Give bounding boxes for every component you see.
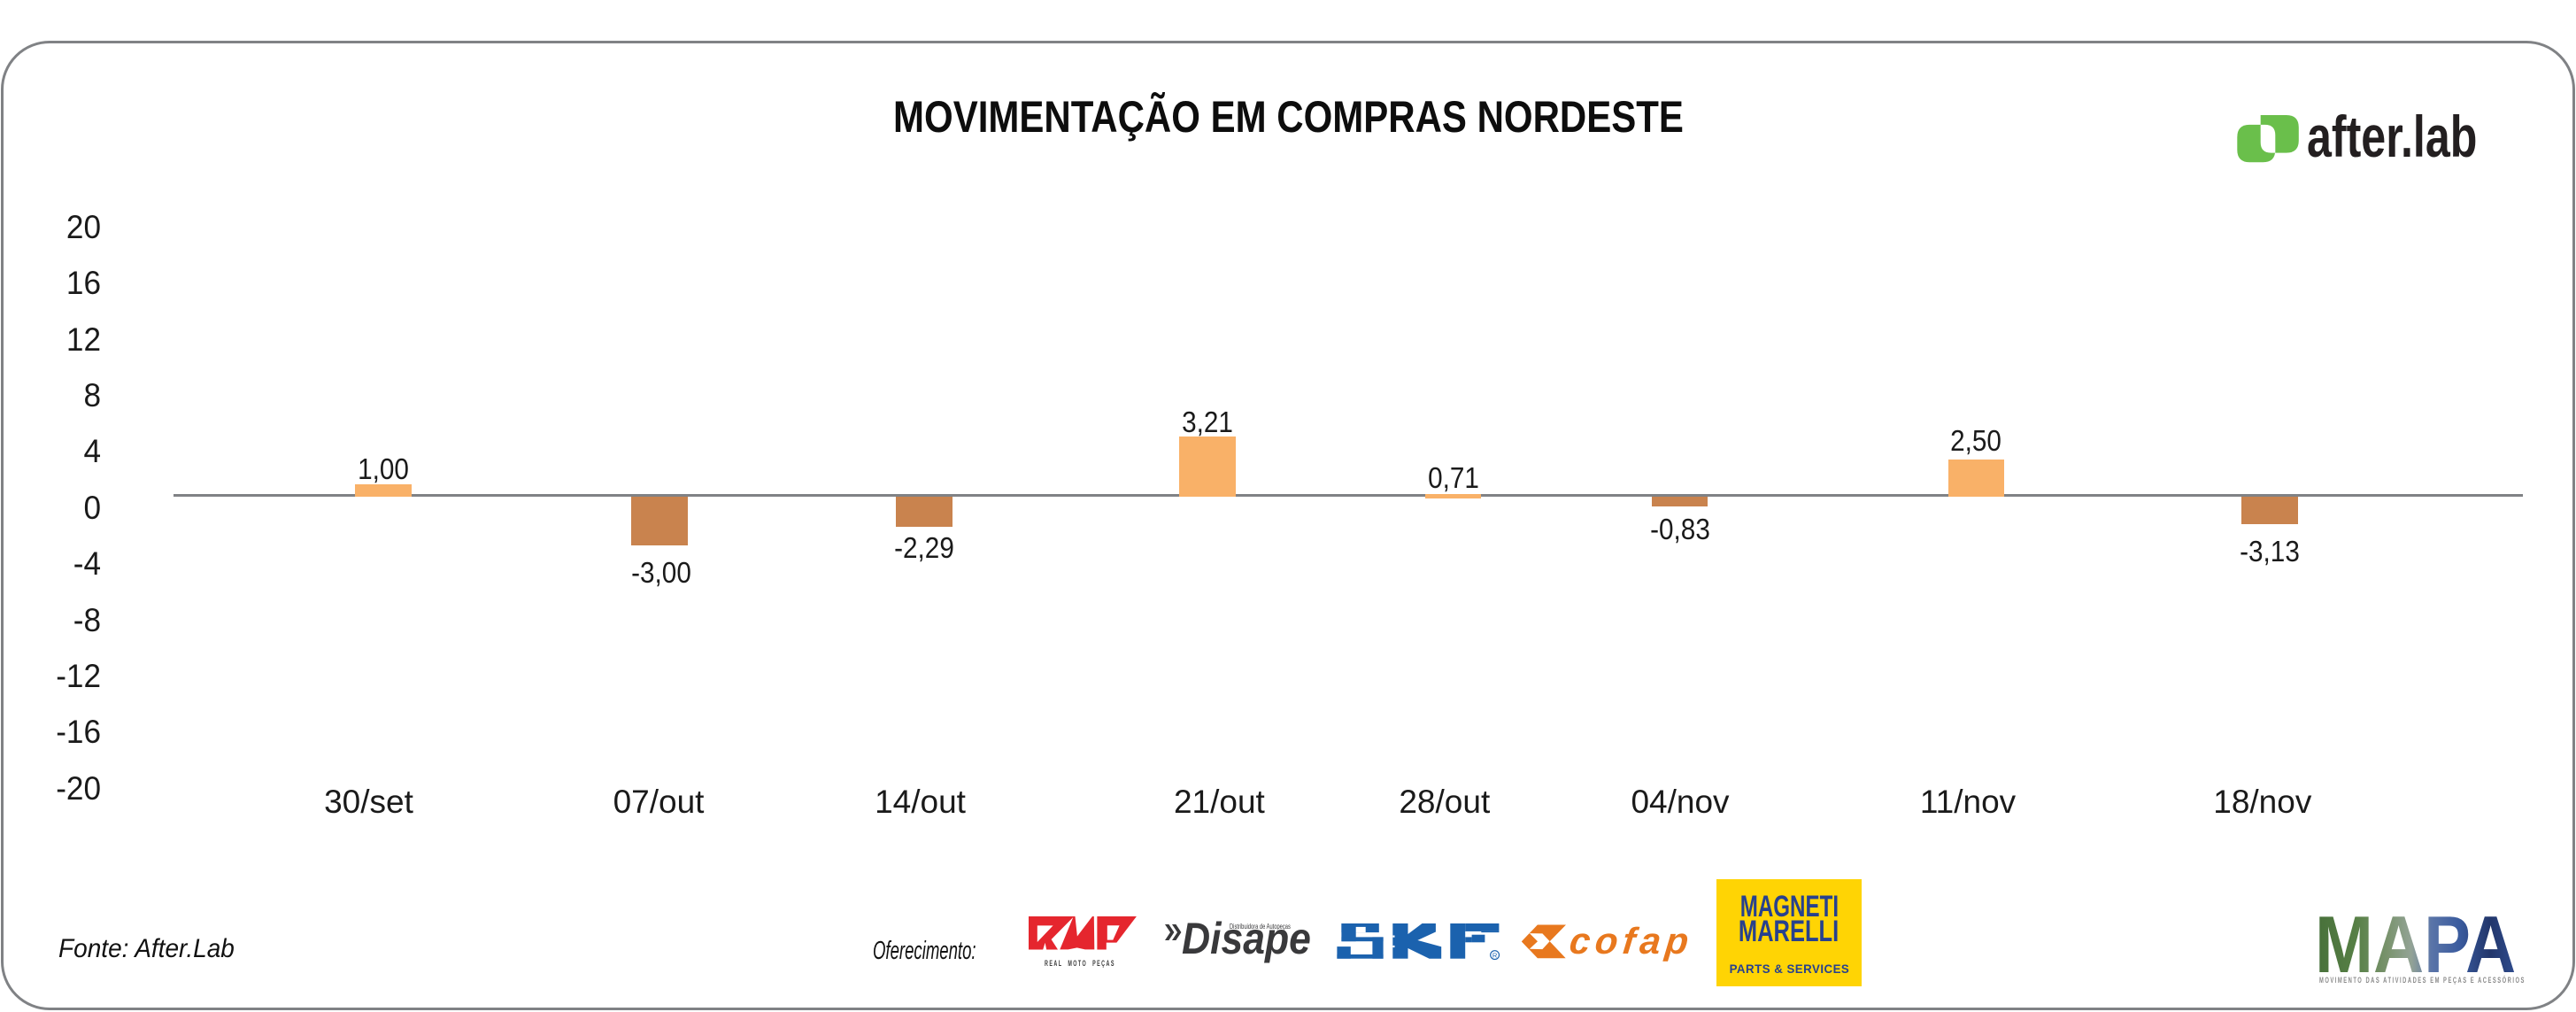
svg-text:MAPA: MAPA <box>2315 906 2516 985</box>
svg-text:R: R <box>1492 951 1498 959</box>
